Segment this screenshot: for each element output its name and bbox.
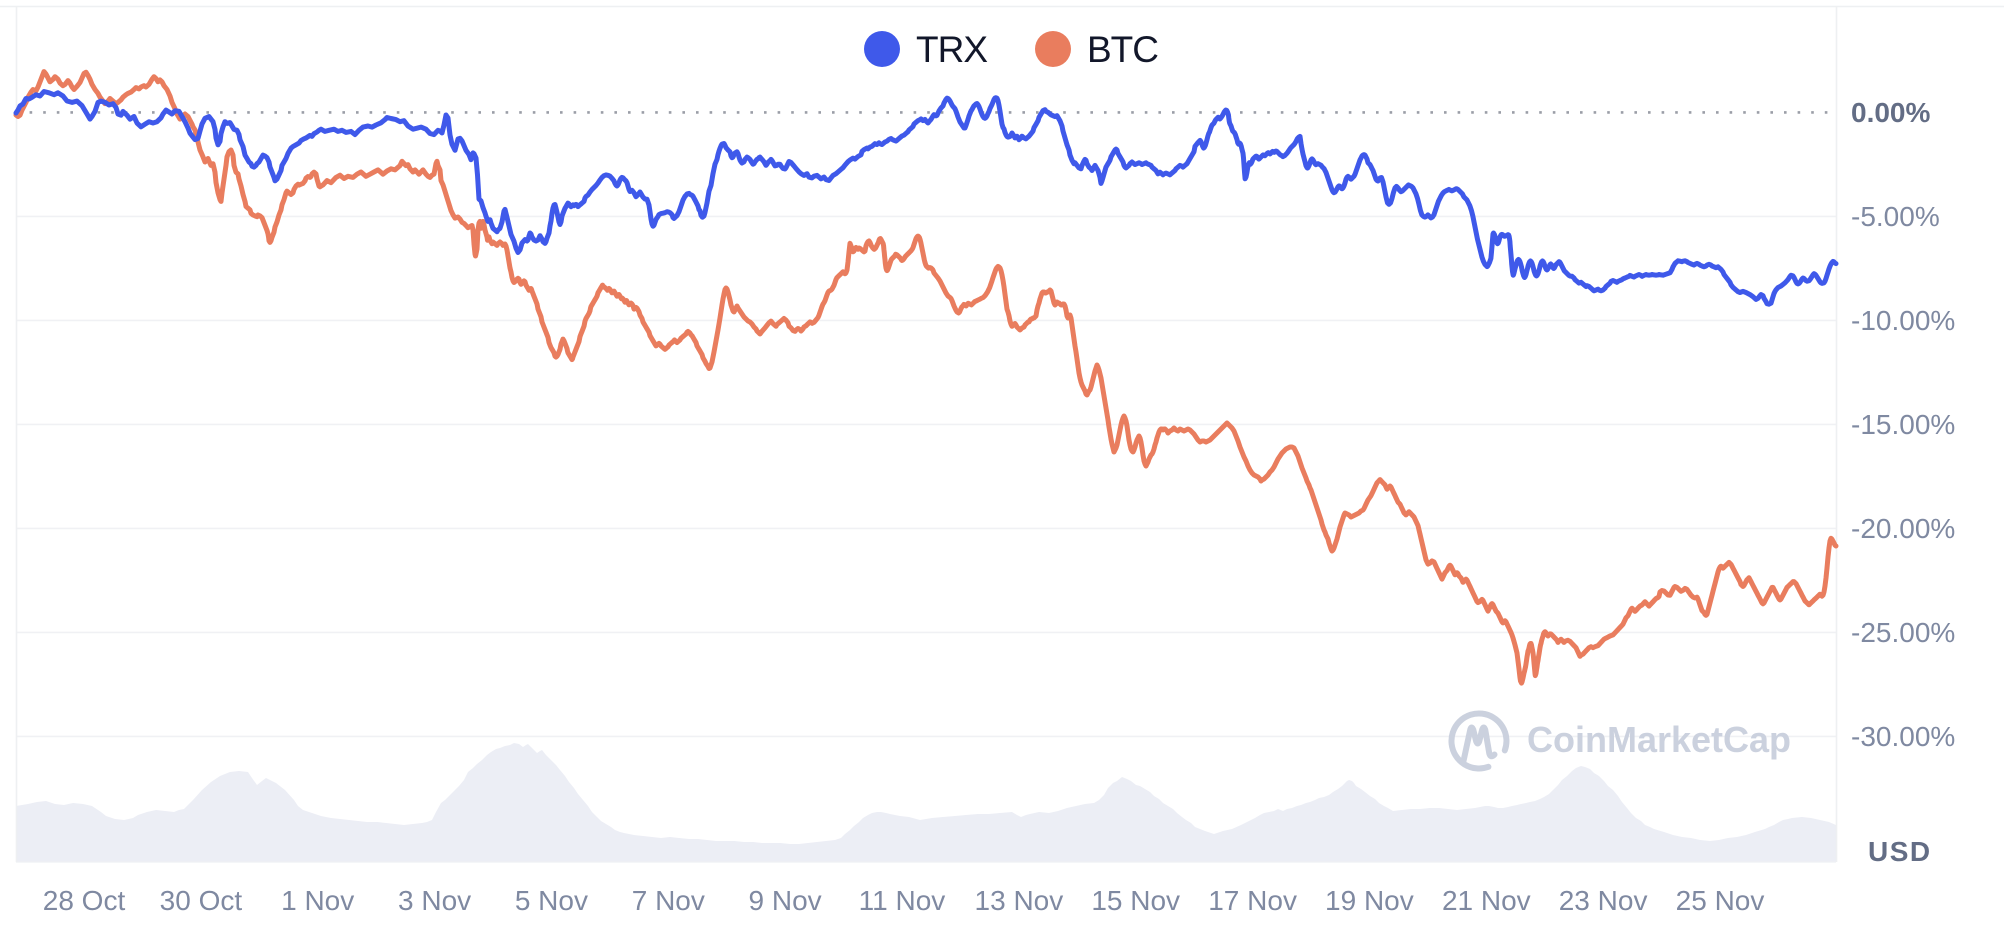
svg-text:-30.00%: -30.00% bbox=[1851, 721, 1955, 752]
svg-text:17 Nov: 17 Nov bbox=[1208, 885, 1297, 916]
svg-text:25 Nov: 25 Nov bbox=[1676, 885, 1765, 916]
svg-text:19 Nov: 19 Nov bbox=[1325, 885, 1414, 916]
svg-text:15 Nov: 15 Nov bbox=[1091, 885, 1180, 916]
svg-text:7 Nov: 7 Nov bbox=[632, 885, 705, 916]
svg-text:11 Nov: 11 Nov bbox=[859, 885, 946, 916]
svg-text:-10.00%: -10.00% bbox=[1851, 305, 1955, 336]
svg-text:13 Nov: 13 Nov bbox=[975, 885, 1064, 916]
svg-text:-15.00%: -15.00% bbox=[1851, 409, 1955, 440]
svg-text:3 Nov: 3 Nov bbox=[398, 885, 471, 916]
svg-text:30 Oct: 30 Oct bbox=[160, 885, 243, 916]
svg-text:-25.00%: -25.00% bbox=[1851, 617, 1955, 648]
svg-text:0.00%: 0.00% bbox=[1851, 97, 1930, 128]
svg-text:28 Oct: 28 Oct bbox=[43, 885, 126, 916]
svg-text:USD: USD bbox=[1868, 836, 1932, 867]
svg-text:TRX: TRX bbox=[916, 29, 987, 70]
svg-text:CoinMarketCap: CoinMarketCap bbox=[1527, 719, 1791, 760]
svg-text:5 Nov: 5 Nov bbox=[515, 885, 588, 916]
svg-text:1 Nov: 1 Nov bbox=[281, 885, 354, 916]
svg-text:-5.00%: -5.00% bbox=[1851, 201, 1940, 232]
svg-text:9 Nov: 9 Nov bbox=[749, 885, 822, 916]
svg-text:-20.00%: -20.00% bbox=[1851, 513, 1955, 544]
svg-text:21 Nov: 21 Nov bbox=[1442, 885, 1531, 916]
svg-text:BTC: BTC bbox=[1087, 29, 1158, 70]
svg-text:23 Nov: 23 Nov bbox=[1559, 885, 1648, 916]
